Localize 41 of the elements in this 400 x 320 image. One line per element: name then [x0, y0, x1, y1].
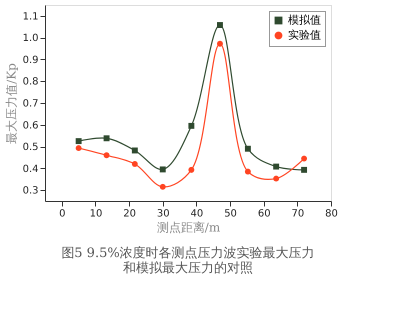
x-tick-label: 60: [258, 208, 271, 220]
x-tick-label: 0: [59, 208, 66, 220]
point: [76, 145, 82, 152]
y-tick-label: 0.9: [22, 54, 38, 66]
y-tick-label: 1.1: [22, 11, 38, 22]
y-tick-label: 0.7: [22, 98, 38, 110]
point: [188, 166, 194, 173]
point: [244, 168, 251, 175]
point: [273, 176, 280, 182]
legend-label: 模拟值: [288, 14, 321, 26]
point: [301, 166, 308, 173]
point: [132, 161, 138, 167]
point: [188, 122, 194, 129]
y-tick-label: 0.3: [22, 186, 38, 197]
point: [76, 138, 82, 144]
x-tick-label: 20: [123, 208, 136, 220]
point: [160, 166, 166, 172]
x-axis-title: 测点距离/m: [156, 220, 221, 234]
point: [132, 148, 138, 154]
point: [160, 184, 166, 190]
y-tick-label: 0.6: [22, 120, 38, 132]
legend-label: 实验值: [288, 28, 321, 42]
point: [104, 152, 110, 158]
point: [104, 135, 110, 142]
point: [273, 164, 280, 170]
x-tick-label: 30: [156, 208, 170, 220]
point: [244, 146, 251, 152]
y-tick-label: 0.5: [22, 142, 38, 154]
x-tick-label: 40: [190, 208, 204, 220]
y-tick-label: 0.8: [22, 76, 38, 88]
point: [217, 40, 223, 47]
x-tick-label: 10: [90, 208, 102, 220]
point: [301, 156, 308, 162]
x-tick-label: 50: [224, 208, 237, 220]
text: 图5 9.5%浓度时各测点压力波实验最大压力和模拟最大压力的对照: [61, 245, 315, 276]
y-tick-label: 0.4: [22, 164, 38, 175]
y-axis-title: 最大压力值/Kp: [4, 62, 19, 144]
x-tick-label: 70: [291, 208, 304, 220]
point: [217, 22, 223, 28]
x-tick-label: 80: [325, 208, 338, 220]
y-tick-label: 1.0: [22, 33, 38, 44]
